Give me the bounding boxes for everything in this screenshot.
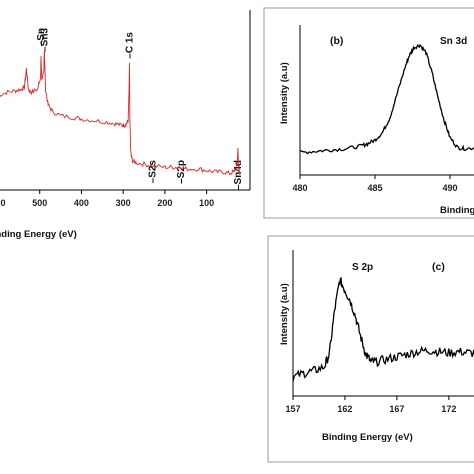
panel-b-frame [263,7,474,219]
panel-b-label: (b) [330,35,343,47]
panel-a-peak-annotation: –S2p [176,160,187,184]
panel-a-x-tick-label: 100 [199,198,214,208]
panel-c: 157 162 167 172 S 2p (c) Binding Energy (eV… [267,235,474,463]
panel-b-ticks: 480 485 490 [292,175,458,193]
panel-a-peak-annotation: –S2s [147,160,158,184]
panel-c-label: (c) [432,261,445,273]
panel-c-x-axis-title: Binding Energy (eV) [322,432,413,443]
panel-a-peak-annotation: –Sn4d [233,160,244,190]
panel-b: 480 485 490 (b) Sn 3d Binding E Intensity … [263,7,474,219]
panel-b-x-tick-label: 480 [292,183,307,193]
panel-a-annotations: –Sn–Sn3 –C 1s –S2s –S2p –Sn4d [36,28,244,190]
panel-a-x-tick-label: 400 [74,198,89,208]
panel-a-peak-annotation: –Sn [36,28,47,46]
panel-a-ticks: 600 500 400 300 200 100 [0,190,214,208]
panel-c-spectrum-line [292,276,474,382]
panel-c-ticks: 157 162 167 172 [285,396,456,414]
panel-a-x-tick-label: 600 [0,198,6,208]
panel-c-peak-annotation: S 2p [352,262,373,273]
panel-c-x-tick-label: 167 [389,404,404,414]
panel-b-y-axis-title: Intensity (a.u) [279,62,290,124]
panel-b-peak-annotation: Sn 3d [440,36,467,47]
panel-b-x-axis-title: Binding E [440,205,474,216]
panel-a-peak-annotation: –Sn3 [40,28,51,52]
panel-a-x-axis-title: Binding Energy (eV) [0,229,77,240]
panel-a-x-tick-label: 500 [32,198,47,208]
panel-a: 600500400300200100 –Sn–Sn3–C 1s–S2s–S2p–… [0,10,251,240]
panel-b-x-tick-label: 485 [367,183,382,193]
panel-a-x-tick-label: 200 [157,198,172,208]
panel-b-spectrum-line [299,43,474,155]
panel-a-peak-annotation: –C 1s [124,32,135,59]
panel-c-x-tick-label: 157 [285,404,300,414]
panel-c-x-tick-label: 162 [337,404,352,414]
panel-c-x-tick-label: 172 [441,404,456,414]
panel-c-frame [267,235,474,463]
panel-a-spectrum-line [0,50,241,176]
panel-b-x-tick-label: 490 [442,183,457,193]
panel-c-y-axis-title: Intensity (a.u) [279,283,290,345]
panel-a-x-tick-label: 300 [116,198,131,208]
